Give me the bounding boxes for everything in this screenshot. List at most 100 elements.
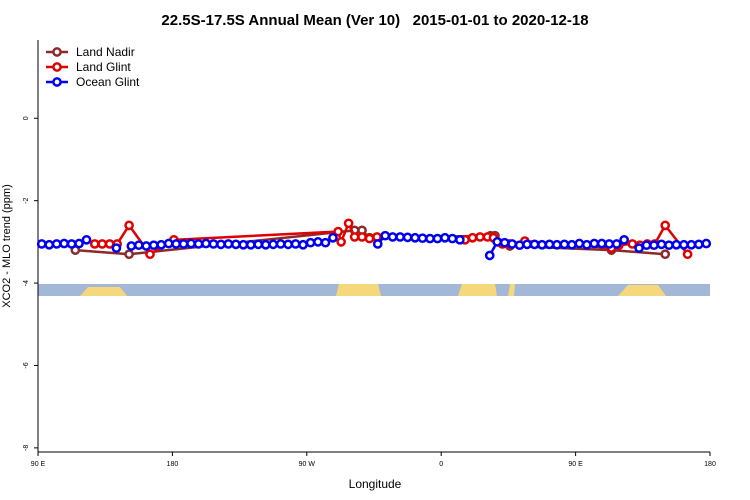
data-point xyxy=(529,239,540,250)
data-point xyxy=(133,240,144,251)
data-point xyxy=(305,237,316,248)
data-point xyxy=(410,232,420,243)
data-point xyxy=(111,243,122,253)
data-point xyxy=(581,239,592,250)
data-point xyxy=(671,239,682,250)
data-point xyxy=(701,238,712,249)
data-point xyxy=(634,243,644,253)
data-point xyxy=(124,249,134,260)
data-point xyxy=(148,240,159,251)
data-point xyxy=(141,241,152,251)
data-point xyxy=(492,237,503,247)
data-point xyxy=(619,234,629,245)
data-point xyxy=(641,240,652,251)
data-point xyxy=(664,240,674,251)
data-point xyxy=(440,232,450,243)
legend-swatch xyxy=(52,47,62,57)
x-tick-label: 90 E xyxy=(568,461,583,468)
data-point xyxy=(395,232,405,242)
data-point xyxy=(432,233,443,244)
data-point xyxy=(208,239,219,249)
x-tick-label: 180 xyxy=(704,461,716,468)
data-point xyxy=(193,239,204,249)
y-tick-label: -8 xyxy=(23,445,30,451)
data-point xyxy=(537,239,547,250)
data-point xyxy=(574,238,585,249)
data-point xyxy=(253,239,264,250)
data-point xyxy=(216,239,226,250)
data-point xyxy=(275,239,286,249)
data-point xyxy=(649,240,659,251)
data-point xyxy=(328,232,338,243)
land-mask xyxy=(38,284,710,296)
chart-title: 22.5S-17.5S Annual Mean (Ver 10) 2015-01… xyxy=(161,12,588,29)
data-point xyxy=(260,239,271,250)
data-point xyxy=(268,239,279,250)
x-axis-label: Longitude xyxy=(349,477,402,491)
data-point xyxy=(467,232,478,243)
data-point xyxy=(679,239,689,250)
data-point xyxy=(507,239,517,249)
land-strip xyxy=(458,284,497,296)
legend-swatch xyxy=(52,62,62,72)
land-strip xyxy=(508,284,515,296)
data-point xyxy=(656,239,667,250)
data-point xyxy=(552,239,562,250)
data-point xyxy=(124,220,134,231)
legend-label: Land Glint xyxy=(76,60,131,74)
data-point xyxy=(447,233,458,244)
legend-swatch xyxy=(52,77,62,87)
data-point xyxy=(455,234,465,245)
legend-label: Land Nadir xyxy=(76,45,135,59)
data-point xyxy=(231,239,241,250)
data-point xyxy=(283,239,293,250)
data-point xyxy=(372,239,383,249)
data-point xyxy=(589,238,600,249)
data-point xyxy=(74,238,84,249)
data-point xyxy=(425,233,435,244)
data-point xyxy=(611,239,622,249)
data-point xyxy=(245,239,256,250)
data-point xyxy=(349,232,360,242)
data-point xyxy=(59,238,69,249)
land-strip xyxy=(618,285,666,296)
data-point xyxy=(66,239,77,249)
data-point xyxy=(81,234,92,245)
data-point xyxy=(357,232,367,242)
x-tick-label: 180 xyxy=(167,461,179,468)
data-point xyxy=(660,249,671,260)
data-point xyxy=(298,239,308,250)
y-tick-label: -2 xyxy=(23,197,30,203)
data-point xyxy=(171,239,181,249)
data-point xyxy=(499,237,510,248)
data-point xyxy=(417,233,428,244)
data-point xyxy=(682,249,693,260)
data-point xyxy=(223,239,234,249)
data-point xyxy=(343,218,354,229)
data-point xyxy=(36,239,47,249)
land-strip xyxy=(80,287,127,296)
y-tick-label: -6 xyxy=(23,362,30,368)
data-point xyxy=(596,238,607,249)
data-point xyxy=(97,239,108,249)
data-point xyxy=(514,240,525,251)
data-point xyxy=(544,239,555,250)
data-point xyxy=(604,239,615,249)
data-point xyxy=(475,232,485,242)
x-tick-label: 0 xyxy=(439,461,443,468)
data-point xyxy=(364,233,375,244)
x-tick-label: 90 W xyxy=(299,461,316,468)
data-point xyxy=(44,239,55,250)
data-point xyxy=(156,239,167,250)
data-point xyxy=(522,239,532,250)
data-point xyxy=(290,239,301,249)
data-point xyxy=(333,226,344,237)
data-point xyxy=(201,238,211,249)
data-point xyxy=(559,239,570,250)
y-axis-label: XCO2 - MLO trend (ppm) xyxy=(1,184,13,307)
data-point xyxy=(387,232,398,242)
data-point xyxy=(186,238,196,249)
data-point xyxy=(693,239,704,250)
